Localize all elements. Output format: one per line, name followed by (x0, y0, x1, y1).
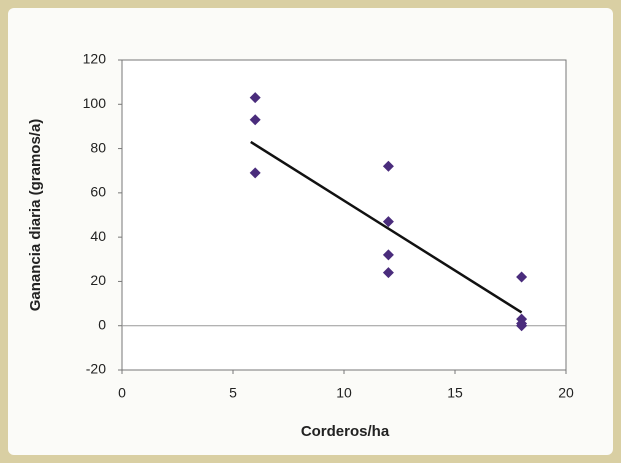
point (382, 249, 394, 261)
y-tick-label: 40 (90, 228, 106, 244)
point (382, 160, 394, 172)
x-tick-label: 20 (558, 385, 574, 401)
y-tick-label: 20 (90, 272, 106, 288)
y-tick-label: 120 (83, 51, 107, 67)
x-tick-label: 15 (447, 385, 463, 401)
x-tick-label: 0 (118, 385, 126, 401)
trend-line (250, 140, 523, 314)
point (249, 92, 261, 104)
x-tick-label: 5 (229, 385, 237, 401)
y-tick-label: 80 (90, 139, 106, 155)
y-tick-label: -20 (86, 361, 106, 377)
x-tick-label: 10 (336, 385, 352, 401)
y-tick-label: 100 (83, 95, 107, 111)
point (516, 271, 528, 283)
y-axis-label: Ganancia diaria (gramos/a) (27, 119, 44, 312)
y-tick-label: 0 (98, 316, 106, 332)
y-tick-label: 60 (90, 184, 106, 200)
point (516, 320, 528, 332)
point (249, 167, 261, 179)
point (382, 267, 394, 279)
point (249, 114, 261, 126)
point (382, 216, 394, 228)
x-axis-label: Corderos/ha (301, 423, 390, 440)
plot-area (121, 59, 567, 371)
